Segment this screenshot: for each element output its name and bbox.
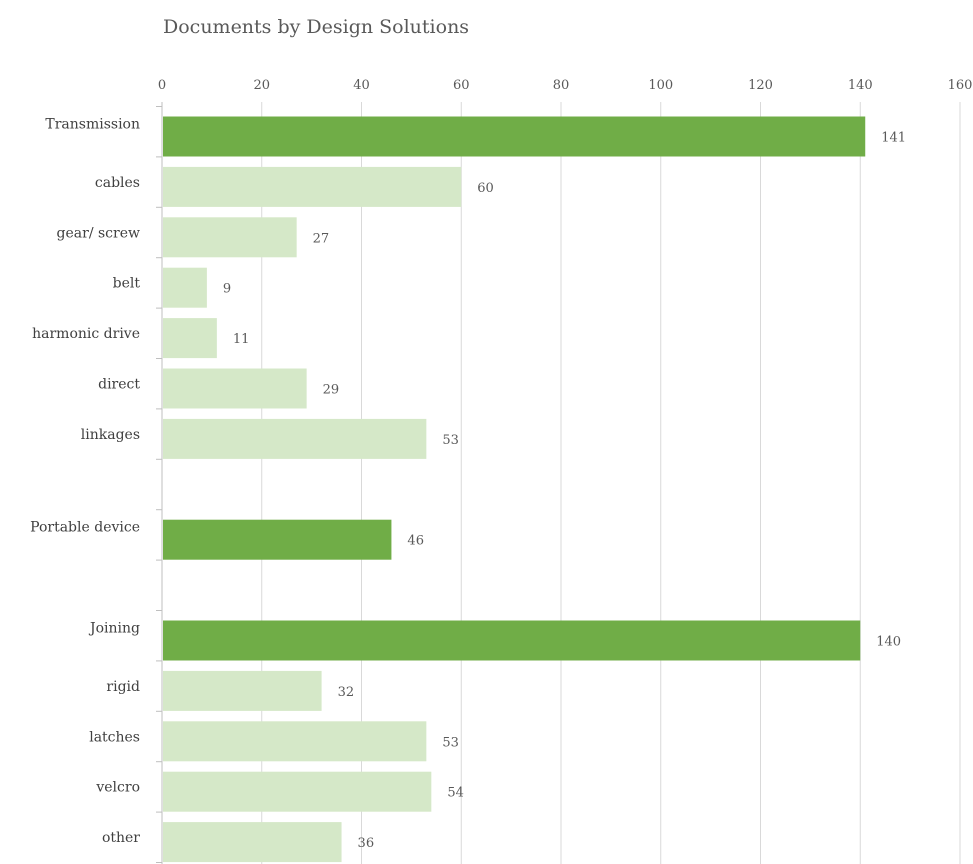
category-label: linkages xyxy=(81,427,140,443)
group-category-label: Portable device xyxy=(30,520,140,536)
group-bar xyxy=(163,519,392,560)
group-bar xyxy=(163,620,861,661)
group-category-label: Transmission xyxy=(45,117,140,133)
data-label: 27 xyxy=(313,231,330,246)
data-label: 53 xyxy=(442,433,459,448)
gridlines xyxy=(261,102,961,864)
item-bar xyxy=(163,267,207,308)
data-label: 140 xyxy=(876,635,901,650)
data-label: 36 xyxy=(358,836,375,851)
category-labels: Transmission cables gear/ screw belt harmoni… xyxy=(30,117,140,847)
data-label: 60 xyxy=(477,181,494,196)
group-bar xyxy=(163,116,866,157)
x-tick-label: 0 xyxy=(158,78,166,93)
data-label: 53 xyxy=(442,735,459,750)
y-axis xyxy=(156,102,163,864)
data-label: 46 xyxy=(407,534,424,549)
item-bar xyxy=(163,318,217,359)
x-tick-label: 60 xyxy=(453,78,470,93)
category-label: other xyxy=(102,830,140,846)
category-label: belt xyxy=(113,276,141,292)
x-tick-label: 140 xyxy=(848,78,873,93)
item-bar xyxy=(163,721,427,762)
category-label: latches xyxy=(89,729,140,745)
category-label: harmonic drive xyxy=(32,326,140,342)
category-label: direct xyxy=(98,377,140,393)
category-label: cables xyxy=(95,175,140,191)
item-bar xyxy=(163,771,432,812)
item-bar xyxy=(163,822,342,863)
x-tick-label: 160 xyxy=(948,78,973,93)
chart-title: Documents by Design Solutions xyxy=(163,16,469,38)
x-tick-label: 100 xyxy=(648,78,673,93)
data-labels: 141 60 27 9 11 29 53 46 140 32 53 54 36 xyxy=(223,131,906,852)
category-label: velcro xyxy=(95,780,140,796)
data-label: 141 xyxy=(881,131,906,146)
item-bar xyxy=(163,418,427,459)
category-label: gear/ screw xyxy=(57,225,140,241)
x-tick-label: 40 xyxy=(353,78,370,93)
x-tick-label: 80 xyxy=(553,78,570,93)
data-label: 29 xyxy=(323,383,340,398)
item-bar xyxy=(163,368,307,409)
data-label: 54 xyxy=(447,786,464,801)
category-label: rigid xyxy=(106,679,140,695)
data-label: 11 xyxy=(233,332,250,347)
group-category-label: Joining xyxy=(88,621,140,637)
bars xyxy=(163,116,866,863)
item-bar xyxy=(163,166,462,207)
x-tick-label: 120 xyxy=(748,78,773,93)
x-axis-ticks: 0 20 40 60 80 100 120 140 160 xyxy=(158,78,973,93)
item-bar xyxy=(163,670,322,711)
x-tick-label: 20 xyxy=(253,78,270,93)
data-label: 9 xyxy=(223,282,231,297)
item-bar xyxy=(163,217,297,258)
data-label: 32 xyxy=(338,685,355,700)
